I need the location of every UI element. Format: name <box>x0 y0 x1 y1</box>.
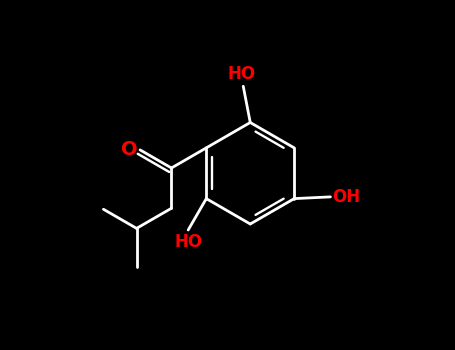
Text: OH: OH <box>332 188 360 206</box>
Text: HO: HO <box>228 65 256 83</box>
Text: O: O <box>121 140 137 159</box>
Text: HO: HO <box>174 233 202 251</box>
